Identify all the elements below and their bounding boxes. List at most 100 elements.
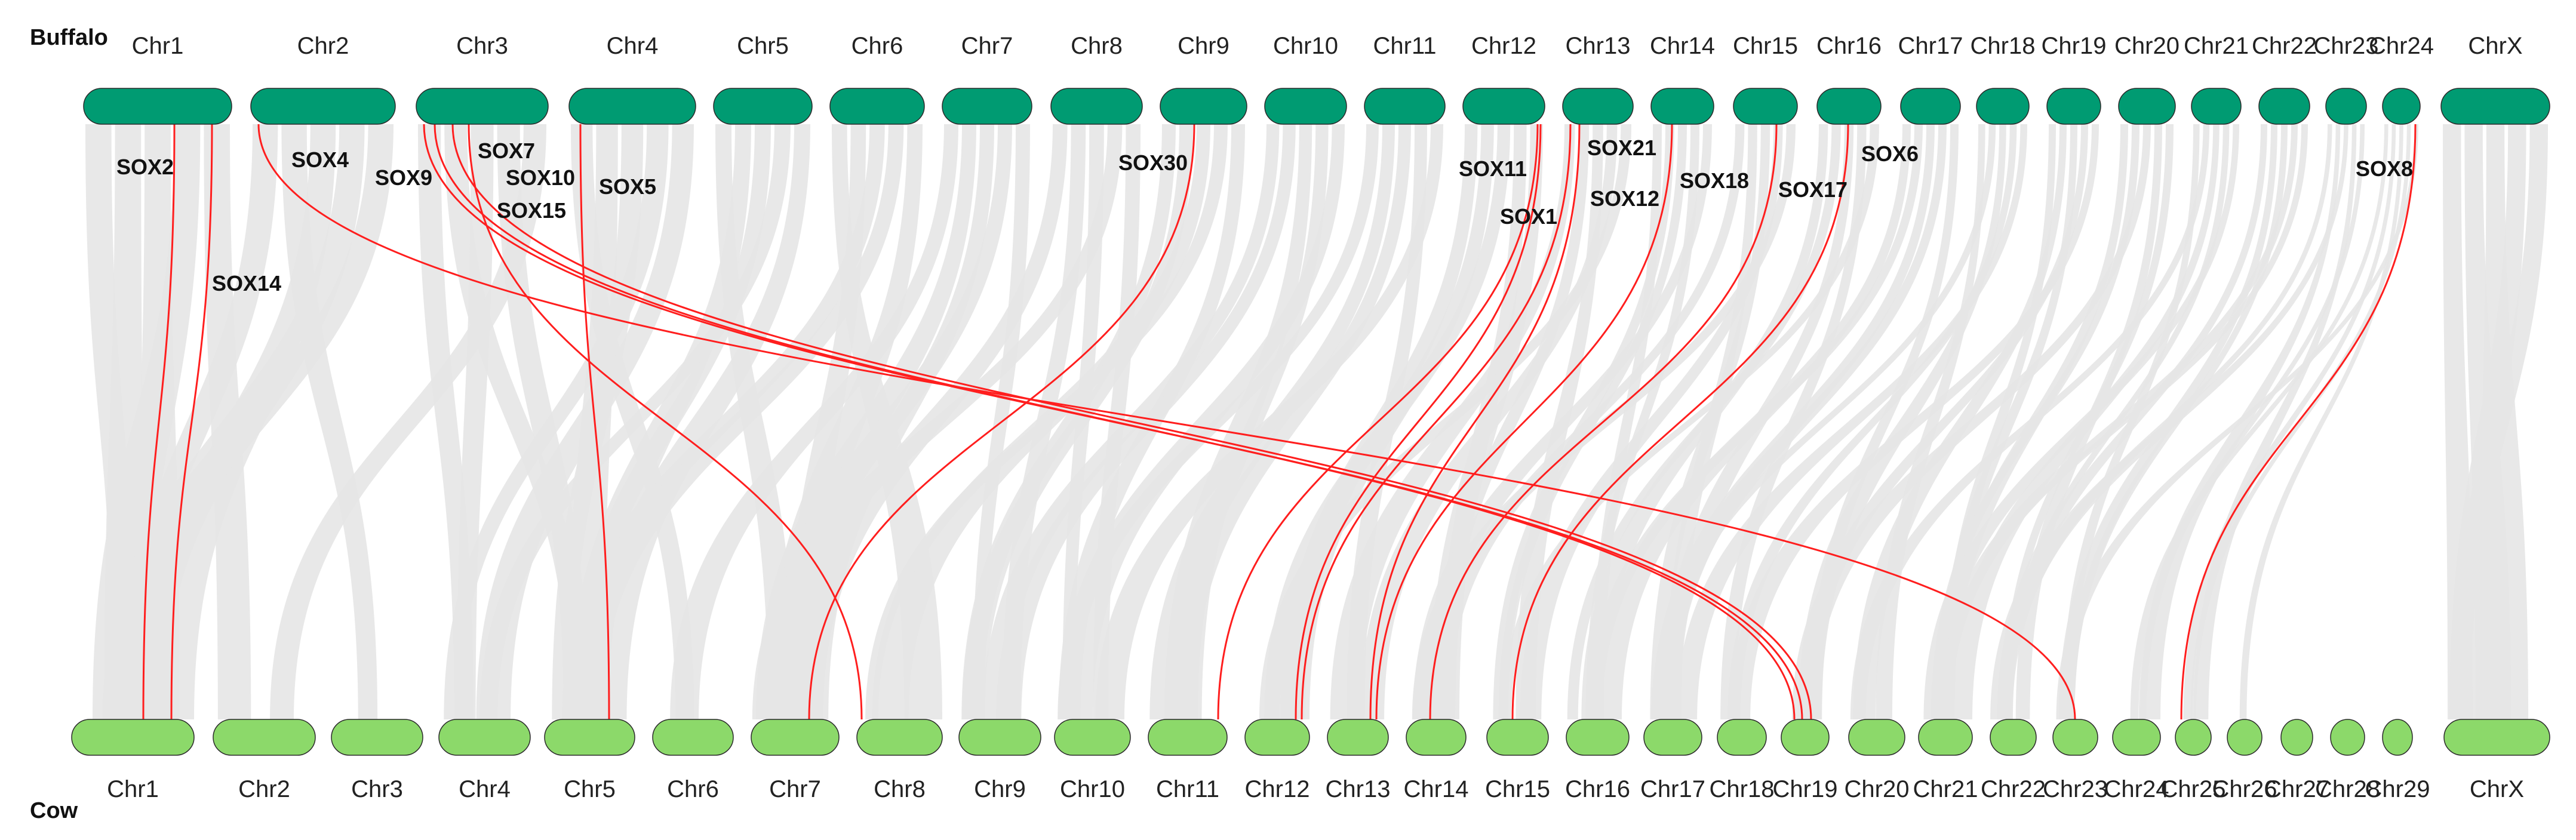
cow-chr16-label: Chr16 bbox=[1565, 776, 1630, 802]
synteny-band-chr8-1 bbox=[788, 124, 1068, 719]
cow-chr7-label: Chr7 bbox=[769, 776, 821, 802]
buffalo-chr5-bar bbox=[713, 88, 813, 125]
cow-chr4-bar bbox=[438, 719, 531, 756]
buffalo-chr16-label: Chr16 bbox=[1816, 33, 1882, 59]
gene-label-sox6: SOX6 bbox=[1861, 141, 1919, 166]
cow-chr4-label: Chr4 bbox=[459, 776, 511, 802]
buffalo-chr1-bar bbox=[83, 88, 232, 125]
synteny-band-chr24-1 bbox=[2130, 124, 2389, 719]
cow-chr2-label: Chr2 bbox=[238, 776, 290, 802]
synteny-band-chr4-5 bbox=[476, 124, 694, 719]
link-sox8 bbox=[2180, 124, 2417, 720]
synteny-band-chr22-1 bbox=[1997, 124, 2267, 719]
synteny-band-chr9-4 bbox=[865, 124, 1228, 719]
synteny-band-chr2-1 bbox=[121, 124, 278, 719]
synteny-band-chr17-5 bbox=[1808, 124, 1959, 719]
buffalo-chr15-bar bbox=[1733, 88, 1798, 125]
synteny-band-chr7-1 bbox=[670, 124, 958, 719]
buffalo-chr17-label: Chr17 bbox=[1898, 33, 1963, 59]
synteny-band-chr24-4 bbox=[2190, 124, 2411, 719]
cow-chr22-label: Chr22 bbox=[1981, 776, 2046, 802]
buffalo-chr21-bar bbox=[2191, 88, 2242, 125]
gene-label-sox17: SOX17 bbox=[1778, 177, 1848, 202]
gene-label-sox8: SOX8 bbox=[2356, 156, 2413, 181]
buffalo-chr24-bar bbox=[2382, 88, 2421, 125]
cow-chr5-label: Chr5 bbox=[564, 776, 616, 802]
buffalo-chr14-bar bbox=[1650, 88, 1714, 125]
synteny-band-chr20-3 bbox=[1792, 124, 2151, 719]
cow-chr7-bar bbox=[751, 719, 840, 756]
cow-chr6-bar bbox=[652, 719, 734, 756]
buffalo-chromosomes: Chr1 Chr2 Chr3 Chr4 Chr5 Chr6 Chr7 Chr8 Chr9 Chr1… bbox=[83, 33, 2550, 125]
synteny-band-chr18-5 bbox=[1676, 124, 2027, 719]
cow-chr19-label: Chr19 bbox=[1773, 776, 1838, 802]
gene-label-sox10: SOX10 bbox=[506, 165, 575, 190]
synteny-band-chr18-1 bbox=[1876, 124, 1985, 719]
synteny-band-chr13-5 bbox=[1259, 124, 1631, 719]
synteny-band-chr9-1 bbox=[961, 124, 1176, 719]
buffalo-chr7-label: Chr7 bbox=[961, 33, 1013, 59]
cow-chr23-label: Chr23 bbox=[2043, 776, 2108, 802]
link-sox15 bbox=[468, 124, 863, 720]
cow-chr21-bar bbox=[1918, 719, 1973, 756]
synteny-band-chr7-4 bbox=[758, 124, 1012, 719]
buffalo-chr20-label: Chr20 bbox=[2114, 33, 2180, 59]
link-sox4 bbox=[257, 124, 2076, 720]
cow-chr12-label: Chr12 bbox=[1245, 776, 1310, 802]
gene-label-sox11: SOX11 bbox=[1459, 156, 1527, 181]
buffalo-chr7-bar bbox=[942, 88, 1032, 125]
gene-label-sox1: SOX1 bbox=[1500, 204, 1557, 229]
gene-label-sox7: SOX7 bbox=[478, 139, 535, 163]
cow-chr11-bar bbox=[1148, 719, 1228, 756]
synteny-band-chr4-4 bbox=[444, 124, 669, 719]
link-sox7 bbox=[434, 124, 1796, 720]
buffalo-chr9-bar bbox=[1160, 88, 1247, 125]
gene-label-sox14: SOX14 bbox=[212, 271, 281, 296]
buffalo-chr15-label: Chr15 bbox=[1733, 33, 1798, 59]
cow-chr25-label: Chr25 bbox=[2161, 776, 2226, 802]
synteny-band-chr24-5 bbox=[2056, 124, 2418, 719]
gene-label-sox2: SOX2 bbox=[116, 155, 174, 179]
buffalo-chr5-label: Chr5 bbox=[737, 33, 789, 59]
synteny-band-chr3-5 bbox=[270, 124, 546, 719]
cow-chr19-bar bbox=[1781, 719, 1830, 756]
link-sox6 bbox=[1511, 124, 1849, 720]
buffalo-chr4-label: Chr4 bbox=[607, 33, 659, 59]
gene-label-sox4: SOX4 bbox=[291, 147, 349, 172]
buffalo-chr6-label: Chr6 bbox=[852, 33, 903, 59]
cow-chr28-bar bbox=[2330, 719, 2365, 756]
cow-chr10-label: Chr10 bbox=[1060, 776, 1125, 802]
link-sox11 bbox=[1217, 124, 1539, 720]
cow-chr27-label: Chr27 bbox=[2264, 776, 2329, 802]
buffalo-chr19-label: Chr19 bbox=[2042, 33, 2107, 59]
buffalo-chr18-label: Chr18 bbox=[1971, 33, 2036, 59]
synteny-band-chr14-5 bbox=[1413, 124, 1712, 719]
cow-chr18-label: Chr18 bbox=[1710, 776, 1775, 802]
buffalo-chr24-label: Chr24 bbox=[2369, 33, 2434, 59]
cow-chr10-bar bbox=[1054, 719, 1131, 756]
cow-chr21-label: Chr21 bbox=[1913, 776, 1978, 802]
buffalo-chr22-bar bbox=[2258, 88, 2310, 125]
synteny-band-chr13-2 bbox=[1430, 124, 1590, 719]
synteny-band-chr1-4 bbox=[92, 124, 201, 719]
buffalo-chr21-label: Chr21 bbox=[2184, 33, 2249, 59]
synteny-band-chr11-5 bbox=[1095, 124, 1443, 719]
link-sox12 bbox=[1369, 124, 1581, 720]
cow-chr18-bar bbox=[1717, 719, 1767, 756]
cow-chr29-label: Chr29 bbox=[2365, 776, 2430, 802]
buffalo-chr14-label: Chr14 bbox=[1650, 33, 1715, 59]
cow-chr3-label: Chr3 bbox=[351, 776, 403, 802]
synteny-band-chr19-1 bbox=[1941, 124, 2056, 719]
link-sox1 bbox=[1295, 124, 1542, 720]
link-sox14 bbox=[170, 124, 213, 720]
buffalo-chr13-label: Chr13 bbox=[1566, 33, 1631, 59]
link-sox10 bbox=[451, 124, 1812, 720]
buffalo-chr8-label: Chr8 bbox=[1071, 33, 1123, 59]
synteny-band-chr23-5 bbox=[2138, 124, 2365, 719]
cow-chr14-label: Chr14 bbox=[1404, 776, 1469, 802]
buffalo-chr12-label: Chr12 bbox=[1471, 33, 1536, 59]
buffalo-chr22-label: Chr22 bbox=[2252, 33, 2317, 59]
cow-chr13-label: Chr13 bbox=[1326, 776, 1391, 802]
synteny-band-chr14-4 bbox=[1585, 124, 1699, 719]
synteny-band-chr21-2 bbox=[1850, 124, 2210, 719]
